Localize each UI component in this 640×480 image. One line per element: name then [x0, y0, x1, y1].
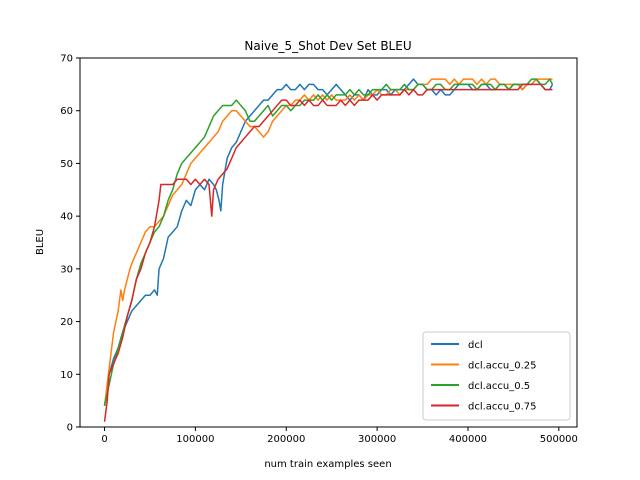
legend-label-2: dcl.accu_0.5 — [468, 381, 530, 392]
y-tick-label: 50 — [60, 159, 73, 170]
y-tick-label: 10 — [60, 370, 73, 381]
y-axis-label: BLEU — [35, 229, 46, 255]
series-group — [103, 78, 554, 422]
series-line-3 — [103, 83, 553, 422]
x-tick-label: 200000 — [267, 434, 305, 445]
legend-label-0: dcl — [468, 340, 483, 351]
x-axis-ticks: 0 100000 200000 300000 400000 500000 — [101, 427, 578, 445]
y-tick-label: 0 — [67, 423, 73, 434]
y-tick-label: 40 — [60, 212, 73, 223]
legend-box — [422, 331, 571, 421]
legend-label-3: dcl.accu_0.75 — [468, 402, 537, 413]
series-line-1 — [103, 78, 553, 407]
x-tick-label: 500000 — [540, 434, 578, 445]
y-axis-ticks: 0 10 20 30 40 50 60 70 — [60, 54, 80, 434]
legend-label-1: dcl.accu_0.25 — [468, 361, 537, 372]
y-tick-label: 70 — [60, 54, 73, 65]
y-tick-label: 30 — [60, 264, 73, 275]
y-tick-label: 60 — [60, 106, 73, 117]
legend: dcl dcl.accu_0.25 dcl.accu_0.5 dcl.accu_0.7… — [422, 331, 571, 421]
chart-title: Naive_5_Shot Dev Set BLEU — [244, 39, 411, 53]
x-tick-label: 300000 — [358, 434, 396, 445]
series-line-2 — [103, 78, 554, 407]
y-tick-label: 20 — [60, 317, 73, 328]
x-axis-label: num train examples seen — [264, 459, 391, 470]
axes-frame — [79, 57, 578, 428]
x-tick-label: 400000 — [449, 434, 487, 445]
x-tick-label: 100000 — [176, 434, 214, 445]
x-tick-label: 0 — [101, 434, 107, 445]
